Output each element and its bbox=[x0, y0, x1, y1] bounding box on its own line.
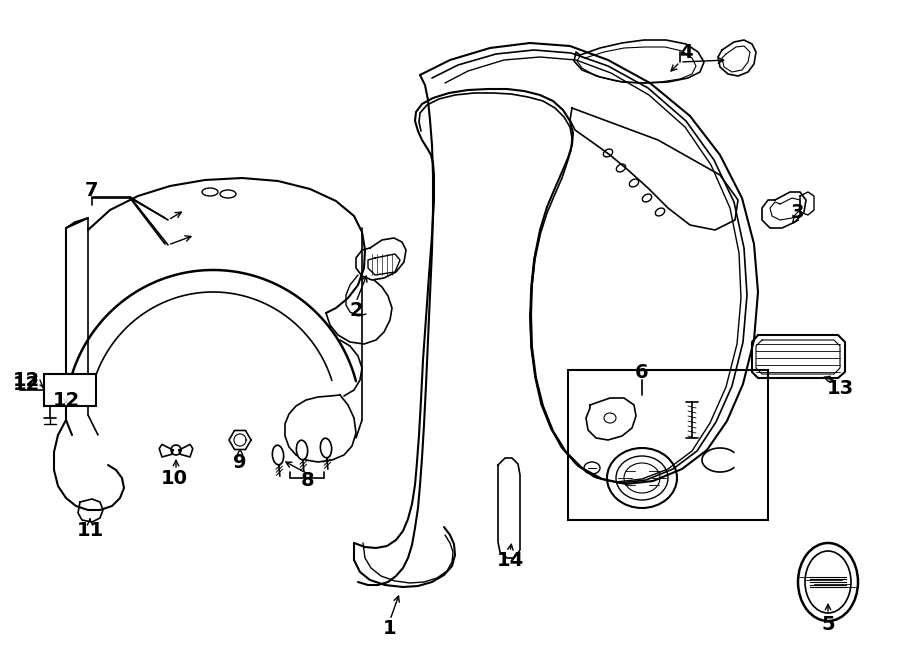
Text: 2: 2 bbox=[349, 301, 363, 319]
Text: 3: 3 bbox=[790, 202, 804, 221]
Text: 5: 5 bbox=[821, 615, 835, 633]
Bar bbox=[44, 374, 96, 406]
Text: 13: 13 bbox=[826, 379, 853, 397]
Text: 9: 9 bbox=[233, 453, 247, 471]
Text: 12: 12 bbox=[13, 371, 40, 389]
Text: 11: 11 bbox=[76, 520, 104, 539]
Bar bbox=[568, 370, 768, 520]
Text: 14: 14 bbox=[497, 551, 524, 570]
Text: 6: 6 bbox=[635, 362, 649, 381]
Text: 12: 12 bbox=[13, 375, 40, 395]
Ellipse shape bbox=[320, 438, 331, 458]
Text: 10: 10 bbox=[160, 469, 187, 488]
Polygon shape bbox=[229, 430, 251, 449]
Text: 12: 12 bbox=[52, 391, 79, 410]
Text: 8: 8 bbox=[302, 471, 315, 490]
Ellipse shape bbox=[273, 446, 284, 465]
Text: 1: 1 bbox=[383, 619, 397, 637]
Text: 4: 4 bbox=[680, 42, 693, 61]
Ellipse shape bbox=[296, 440, 308, 460]
Text: 7: 7 bbox=[86, 180, 99, 200]
